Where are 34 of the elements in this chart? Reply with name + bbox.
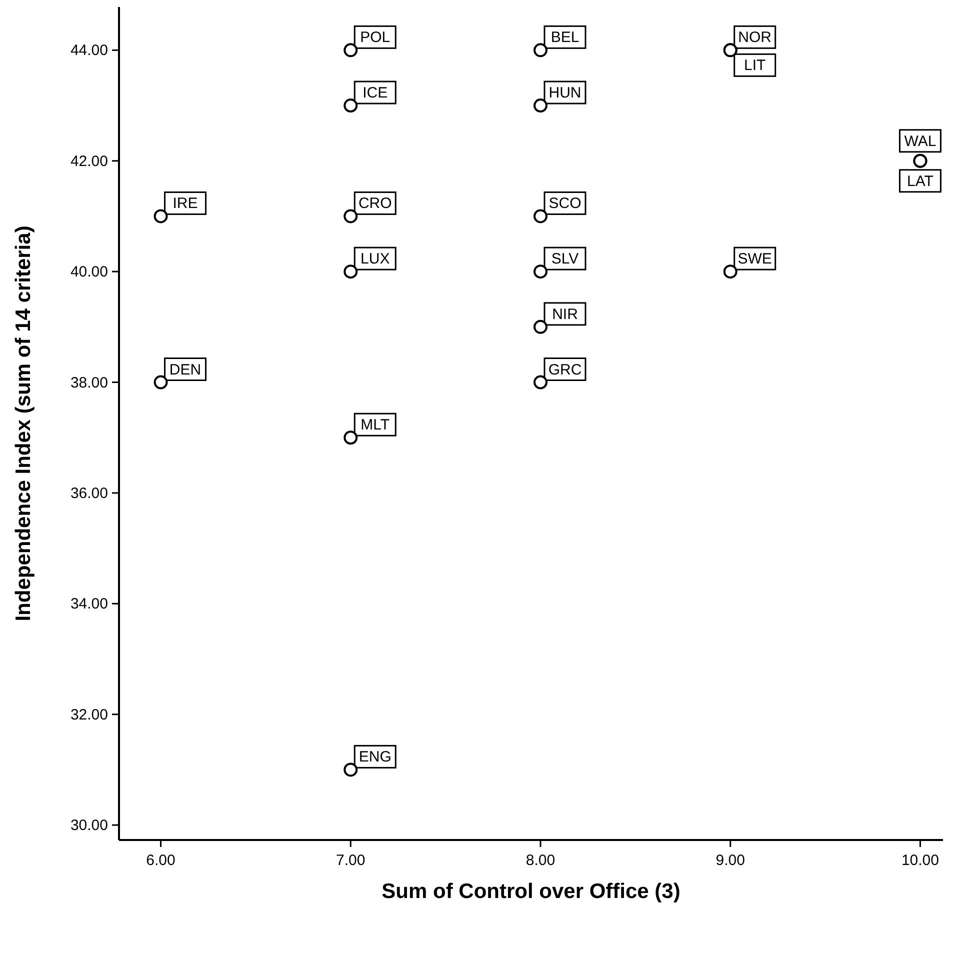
annotation: WAL [904,132,936,150]
y-tick-label: 44.00 [70,42,108,60]
annotation: DEN [169,361,202,378]
annotation: SLV [551,250,579,268]
annotation: SWE [738,250,772,268]
annotation: NOR [738,29,772,46]
y-axis-title: Independence Index (sum of 14 criteria) [12,226,35,622]
y-tick-label: 36.00 [70,484,108,502]
y-tick-label: 34.00 [70,596,108,613]
y-tick-label: 32.00 [70,706,108,724]
x-tick-label: 6.00 [146,852,176,869]
annotation: SCO [548,195,582,212]
x-tick-label: 8.00 [526,852,556,869]
annotation: LUX [360,250,390,268]
y-tick-label: 38.00 [70,374,108,392]
annotation: NIR [552,306,578,323]
y-tick-label: 42.00 [70,152,108,170]
annotation: LAT [907,172,934,190]
annotation: LIT [744,57,766,74]
annotation: HUN [548,84,582,102]
annotation: POL [360,29,390,46]
x-tick-label: 7.00 [336,852,366,869]
x-axis-title: Sum of Control over Office (3) [382,880,680,903]
annotation: MLT [360,416,390,434]
annotation: ENG [358,748,392,766]
annotation: CRO [358,195,392,212]
annotation: BEL [550,29,580,46]
annotation: GRC [548,361,582,378]
x-tick-label: 9.00 [716,852,745,869]
annotation: ICE [362,84,388,102]
y-tick-label: 30.00 [70,817,108,834]
annotation: IRE [172,195,198,212]
y-tick-label: 40.00 [70,264,108,281]
x-tick-label: 10.00 [901,852,939,869]
